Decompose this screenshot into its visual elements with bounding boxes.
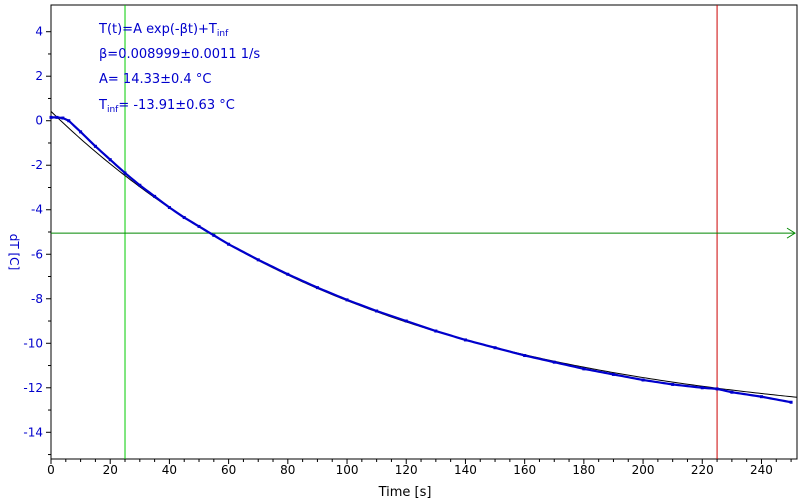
y-tick-label: -12 [23, 381, 43, 395]
data-point [463, 338, 467, 342]
fit-tinf-label: Tinf= -13.91±0.63 °C [99, 98, 235, 118]
x-tick-label: 240 [750, 463, 773, 477]
y-tick-label: -2 [31, 158, 43, 172]
x-axis-label: Time [s] [378, 485, 432, 500]
data-point [345, 298, 349, 302]
data-point [227, 242, 231, 246]
x-tick-label: 20 [103, 463, 118, 477]
chart-marks: 0 20 40 60 80 100 120 140 160 180 200 220 240420-2-4… [23, 5, 798, 477]
data-point [493, 346, 497, 350]
data-point [123, 171, 127, 175]
data-point [93, 144, 97, 148]
data-point [79, 130, 83, 134]
x-tick-label: 120 [395, 463, 418, 477]
data-point [552, 360, 556, 364]
data-point [67, 119, 71, 123]
fit-tinf-text: T [99, 98, 107, 113]
y-tick-label: 4 [35, 25, 43, 39]
x-tick-label: 180 [572, 463, 595, 477]
x-tick-label: 160 [513, 463, 536, 477]
x-tick-label: 140 [454, 463, 477, 477]
data-point [404, 319, 408, 323]
data-point [671, 382, 675, 386]
y-tick-label: -4 [31, 203, 43, 217]
fit-model-label: T(t)=A exp(-βt)+Tinf [99, 22, 228, 42]
y-tick-label: 0 [35, 114, 43, 128]
x-tick-label: 200 [632, 463, 655, 477]
data-point [434, 329, 438, 333]
data-point [315, 286, 319, 290]
y-tick-label: -10 [23, 336, 43, 350]
x-tick-label: 0 [47, 463, 55, 477]
data-point [523, 354, 527, 358]
x-tick-label: 100 [336, 463, 359, 477]
data-point [730, 390, 734, 394]
data-point [153, 194, 157, 198]
data-point [182, 216, 186, 220]
y-tick-label: -14 [23, 425, 43, 439]
data-point [759, 395, 763, 399]
data-point [582, 367, 586, 371]
fit-tinf-value: = -13.91±0.63 °C [118, 98, 235, 113]
data-point [212, 233, 216, 237]
data-point [286, 272, 290, 276]
x-tick-label: 220 [691, 463, 714, 477]
x-tick-label: 60 [221, 463, 236, 477]
y-tick-label: -8 [31, 292, 43, 306]
data-point [49, 115, 53, 119]
data-point [611, 372, 615, 376]
y-tick-label: -6 [31, 247, 43, 261]
fit-model-text: T(t)=A exp(-βt)+T [99, 22, 217, 37]
y-axis-label: dT [C] [4, 234, 24, 271]
fit-beta-label: β=0.008999±0.0011 1/s [99, 47, 261, 62]
data-point [375, 309, 379, 313]
fit-tinf-sub: inf [106, 105, 119, 115]
data-point [138, 183, 142, 187]
data-point [789, 400, 793, 404]
fit-model-sub: inf [216, 29, 229, 39]
y-axis-label-text: dT [C] [7, 233, 21, 271]
y-tick-label: 2 [35, 69, 43, 83]
data-point [715, 387, 719, 391]
fit-a-label: A= 14.33±0.4 °C [99, 72, 212, 87]
data-point [641, 378, 645, 382]
data-series-line [51, 116, 792, 404]
data-point [55, 115, 59, 119]
threshold-arrowhead [786, 227, 796, 239]
data-point [700, 386, 704, 390]
data-point [256, 258, 260, 262]
x-tick-label: 40 [162, 463, 177, 477]
data-point [108, 158, 112, 162]
data-point [197, 224, 201, 228]
data-point [61, 116, 65, 120]
x-tick-label: 80 [280, 463, 295, 477]
data-point [167, 206, 171, 210]
